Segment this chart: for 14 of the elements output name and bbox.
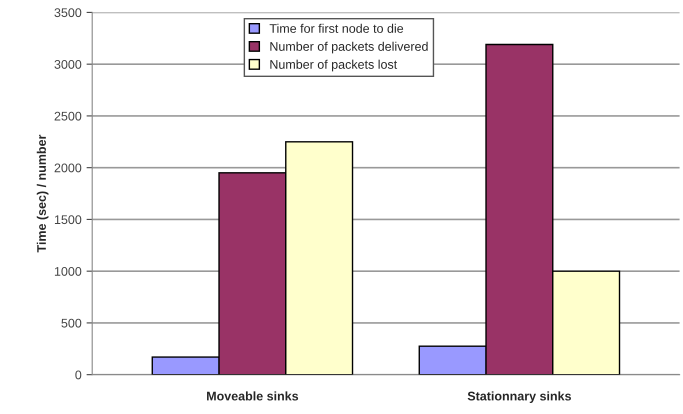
y-tick-label: 2000: [54, 163, 82, 172]
legend-label: Number of packets delivered: [270, 42, 428, 54]
legend-label: Time for first node to die: [270, 24, 404, 33]
y-axis-title: Time (sec) / number: [36, 134, 48, 252]
y-tick-label: 1500: [54, 215, 82, 224]
y-tick-label: 3500: [54, 8, 82, 18]
y-tick-label: 3000: [54, 60, 82, 69]
y-tick-label: 0: [75, 370, 82, 380]
y-tick-label: 500: [61, 318, 82, 328]
legend-label: Number of packets lost: [270, 60, 398, 72]
y-tick-label: 2500: [54, 112, 82, 121]
x-tick-label: Moveable sinks: [207, 391, 298, 401]
x-tick-label: Stationnary sinks: [468, 391, 571, 403]
y-tick-label: 1000: [54, 266, 82, 276]
